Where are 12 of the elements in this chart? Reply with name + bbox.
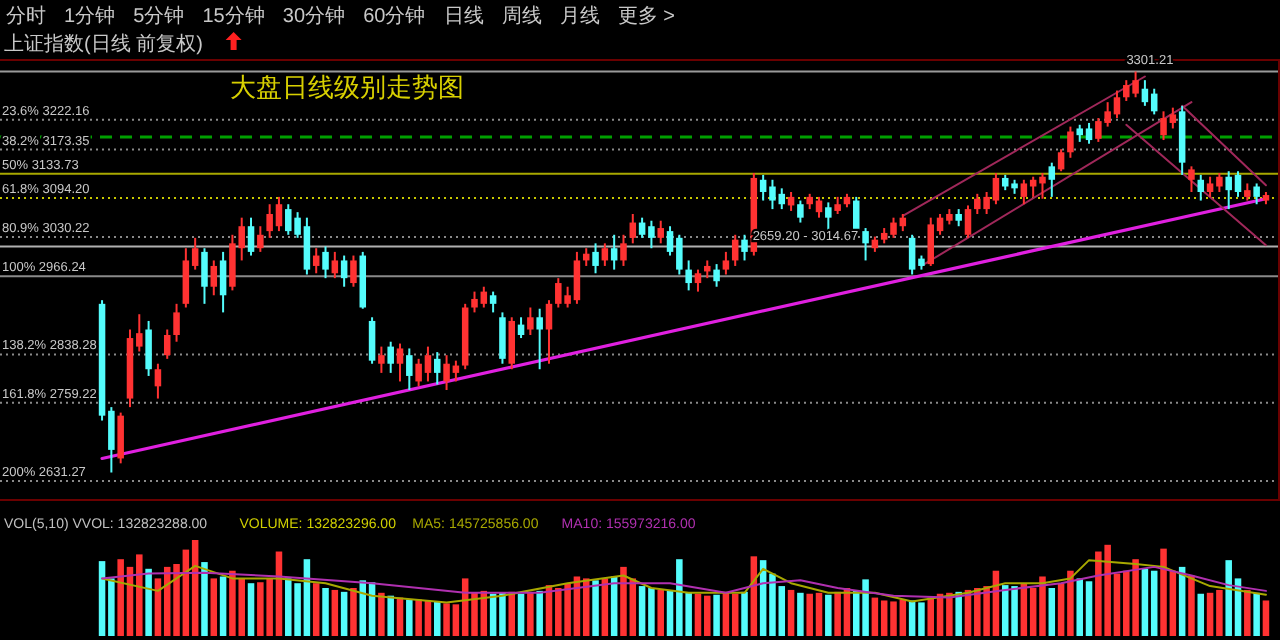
text: 月线	[559, 4, 600, 28]
text: 5分钟	[133, 4, 185, 28]
text: 日线	[443, 4, 484, 28]
text: 更多 >	[617, 4, 676, 28]
chart-subtitle: 上证指数(日线 前复权)	[4, 32, 203, 56]
text: 周线	[501, 4, 542, 28]
text: 30分钟	[282, 4, 346, 28]
text: 15分钟	[202, 4, 265, 28]
text: 分时	[6, 4, 46, 28]
text: 大盘日线级别走势图	[230, 72, 464, 102]
text: 1分钟	[64, 4, 116, 28]
text: 60分钟	[363, 4, 426, 28]
